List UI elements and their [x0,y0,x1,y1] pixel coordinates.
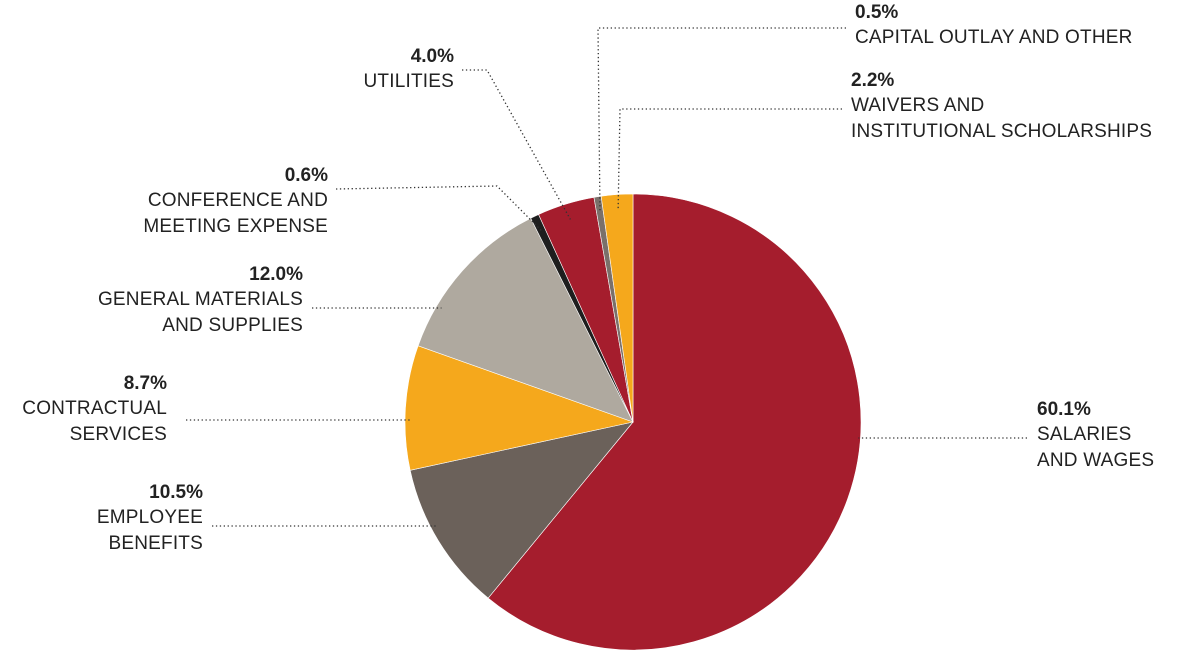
category-label-conference-and-meeting-expense-line-1: CONFERENCE AND [148,190,328,211]
category-label-contractual-services-line-2: SERVICES [70,424,167,445]
percentage-label-utilities: 4.0% [411,46,454,67]
slices-layer [404,193,862,651]
leaders-layer [186,27,1027,527]
category-label-utilities-line-1: UTILITIES [364,71,454,92]
category-label-waivers-and-institutional-scholarships-line-2: INSTITUTIONAL SCHOLARSHIPS [851,121,1152,142]
slice-employee-benefits [409,421,634,599]
category-label-capital-outlay-and-other-line-1: CAPITAL OUTLAY AND OTHER [855,27,1133,48]
percentage-label-waivers-and-institutional-scholarships: 2.2% [851,70,894,91]
label-group-salaries-and-wages: 60.1% SALARIES AND WAGES [1037,399,1154,471]
percentage-label-capital-outlay-and-other: 0.5% [855,2,898,23]
category-label-salaries-and-wages-line-2: AND WAGES [1037,450,1154,471]
category-label-waivers-and-institutional-scholarships-line-1: WAIVERS AND [851,95,984,116]
leader-line-capital-outlay-and-other [597,27,846,213]
category-label-conference-and-meeting-expense-line-2: MEETING EXPENSE [143,216,328,237]
percentage-label-contractual-services: 8.7% [124,373,167,394]
category-label-salaries-and-wages-line-1: SALARIES [1037,424,1132,445]
percentage-label-salaries-and-wages: 60.1% [1037,399,1091,420]
percentage-label-conference-and-meeting-expense: 0.6% [285,165,328,186]
label-group-employee-benefits: 10.5% EMPLOYEE BENEFITS [97,482,203,554]
category-label-general-materials-and-supplies-line-1: GENERAL MATERIALS [98,289,303,310]
percentage-label-employee-benefits: 10.5% [149,482,203,503]
label-group-conference-and-meeting-expense: 0.6% CONFERENCE AND MEETING EXPENSE [143,165,328,237]
slice-salaries-and-wages [487,193,862,651]
category-label-employee-benefits-line-1: EMPLOYEE [97,507,203,528]
slice-contractual-services [404,345,635,471]
labels-layer: 60.1% SALARIES AND WAGES 10.5% EMPLOYEE BENEF… [22,2,1154,554]
leader-line-waivers-and-institutional-scholarships [617,108,842,211]
label-group-general-materials-and-supplies: 12.0% GENERAL MATERIALS AND SUPPLIES [98,264,303,336]
percentage-label-general-materials-and-supplies: 12.0% [249,264,303,285]
slice-waivers-and-institutional-scholarships [600,193,634,423]
label-group-contractual-services: 8.7% CONTRACTUAL SERVICES [22,373,167,445]
leader-line-utilities [462,69,571,220]
label-group-waivers-and-institutional-scholarships: 2.2% WAIVERS AND INSTITUTIONAL SCHOLARSHIP… [851,70,1152,142]
category-label-general-materials-and-supplies-line-2: AND SUPPLIES [162,315,303,336]
category-label-employee-benefits-line-2: BENEFITS [108,533,203,554]
label-group-utilities: 4.0% UTILITIES [364,46,455,92]
label-group-capital-outlay-and-other: 0.5% CAPITAL OUTLAY AND OTHER [855,2,1133,48]
category-label-contractual-services-line-1: CONTRACTUAL [22,398,167,419]
leader-line-conference-and-meeting-expense [335,185,542,232]
slice-general-materials-and-supplies [417,217,634,423]
